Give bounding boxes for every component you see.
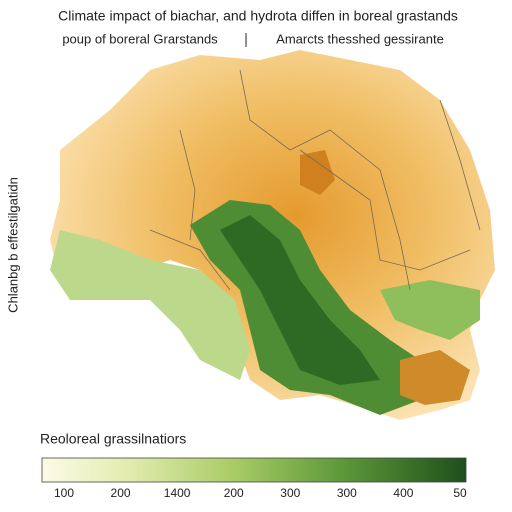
colorbar-tick-label: 300 [280,486,300,500]
boundaries [149,69,481,291]
legend-title: Reoloreal grassilnatiors [40,431,186,447]
green-region [220,215,380,385]
orange-region [400,350,470,405]
colorbar [41,457,467,483]
map [50,50,495,420]
colorbar-tick-label: 300 [337,486,357,500]
colorbar-tick-label: 50 [453,486,467,500]
orange-region [300,150,335,195]
colorbar-tick-label: 400 [393,486,413,500]
subtitle: Amarcts thesshed gessirante [276,31,444,46]
colorbar-tick-label: 200 [111,486,131,500]
green-region [380,280,480,340]
colorbar-tick-label: 100 [54,486,74,500]
title: Climate impact of biachar, and hydrota d… [58,8,458,24]
colorbar-tick-label: 1400 [164,486,191,500]
subtitle: poup of boreral Grarstands [62,31,218,46]
green-region [50,230,250,380]
colorbar-tick-label: 200 [224,486,244,500]
side-label: Chlanbg b effestilgatidn [5,177,20,313]
